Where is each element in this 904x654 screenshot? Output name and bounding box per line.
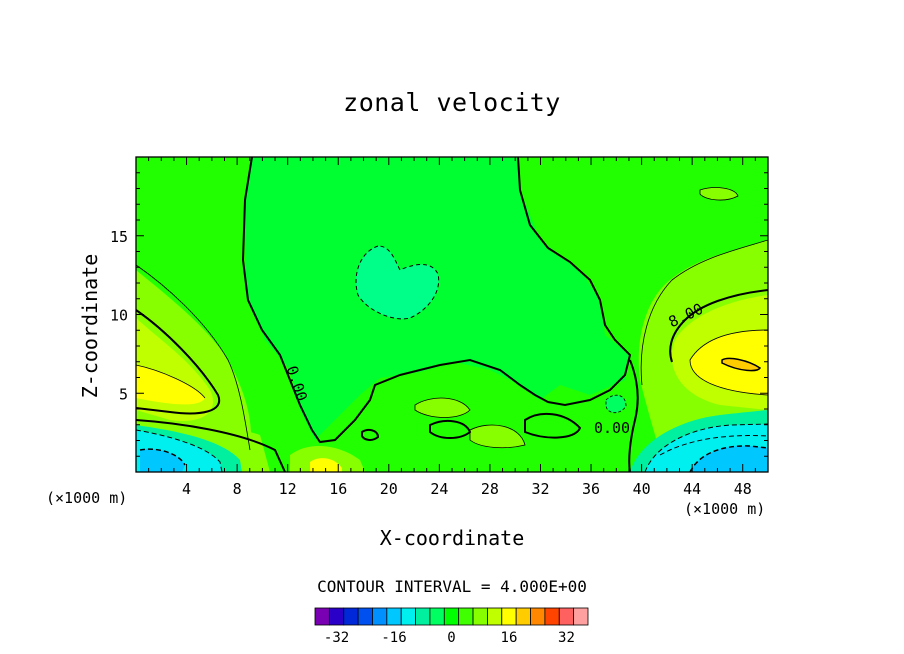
y-tick-label: 15 bbox=[110, 228, 128, 246]
y-tick-label: 5 bbox=[119, 385, 128, 403]
colorbar-tick-label: -32 bbox=[324, 630, 349, 646]
x-tick-label: 4 bbox=[182, 480, 191, 498]
chart-title: zonal velocity bbox=[343, 88, 561, 117]
colorbar-cell bbox=[487, 607, 503, 626]
colorbar-cell bbox=[429, 607, 445, 626]
colorbar-cell bbox=[328, 607, 345, 626]
colorbar-cell bbox=[573, 607, 589, 626]
colorbar-cell bbox=[314, 607, 330, 626]
colorbar-cell bbox=[415, 607, 431, 626]
colorbar-cell bbox=[343, 607, 359, 626]
colorbar-cell bbox=[372, 607, 388, 626]
x-tick-label: 16 bbox=[329, 480, 347, 498]
x-tick-label: 28 bbox=[481, 480, 499, 498]
colorbar-tick-label: -16 bbox=[381, 630, 406, 646]
x-unit-label-left: (×1000 m) bbox=[46, 489, 128, 507]
colorbar-cell bbox=[558, 607, 575, 626]
colorbar-cell bbox=[386, 607, 402, 626]
colorbar-cell bbox=[357, 607, 373, 626]
colorbar-cell bbox=[400, 607, 416, 626]
colorbar-cell bbox=[458, 607, 474, 626]
colorbar-cell bbox=[501, 607, 517, 626]
colorbar: -32 -16 0 16 32 bbox=[314, 607, 589, 646]
x-tick-label: 32 bbox=[531, 480, 549, 498]
x-tick-label: 8 bbox=[233, 480, 242, 498]
colorbar-cell bbox=[515, 607, 531, 626]
x-unit-label-right: (×1000 m) bbox=[684, 500, 766, 518]
x-tick-label: 12 bbox=[279, 480, 297, 498]
x-tick-label: 44 bbox=[683, 480, 701, 498]
colorbar-tick-label: 0 bbox=[447, 630, 455, 646]
contour-field bbox=[136, 157, 768, 472]
colorbar-cell bbox=[472, 607, 488, 626]
x-tick-label: 24 bbox=[430, 480, 448, 498]
x-tick-label: 40 bbox=[633, 480, 651, 498]
contour-label: 0.00 bbox=[594, 419, 630, 437]
colorbar-tick-label: 16 bbox=[501, 630, 518, 646]
x-axis-label: X-coordinate bbox=[379, 526, 525, 550]
x-tick-label: 20 bbox=[380, 480, 398, 498]
colorbar-cell bbox=[443, 607, 460, 626]
colorbar-tick-label: 32 bbox=[558, 630, 575, 646]
y-tick-label: 10 bbox=[110, 307, 128, 325]
colorbar-cell bbox=[544, 607, 560, 626]
x-tick-label: 48 bbox=[734, 480, 752, 498]
x-tick-label: 36 bbox=[582, 480, 600, 498]
colorbar-cell bbox=[530, 607, 546, 626]
contour-interval-text: CONTOUR INTERVAL = 4.000E+00 bbox=[317, 577, 587, 596]
